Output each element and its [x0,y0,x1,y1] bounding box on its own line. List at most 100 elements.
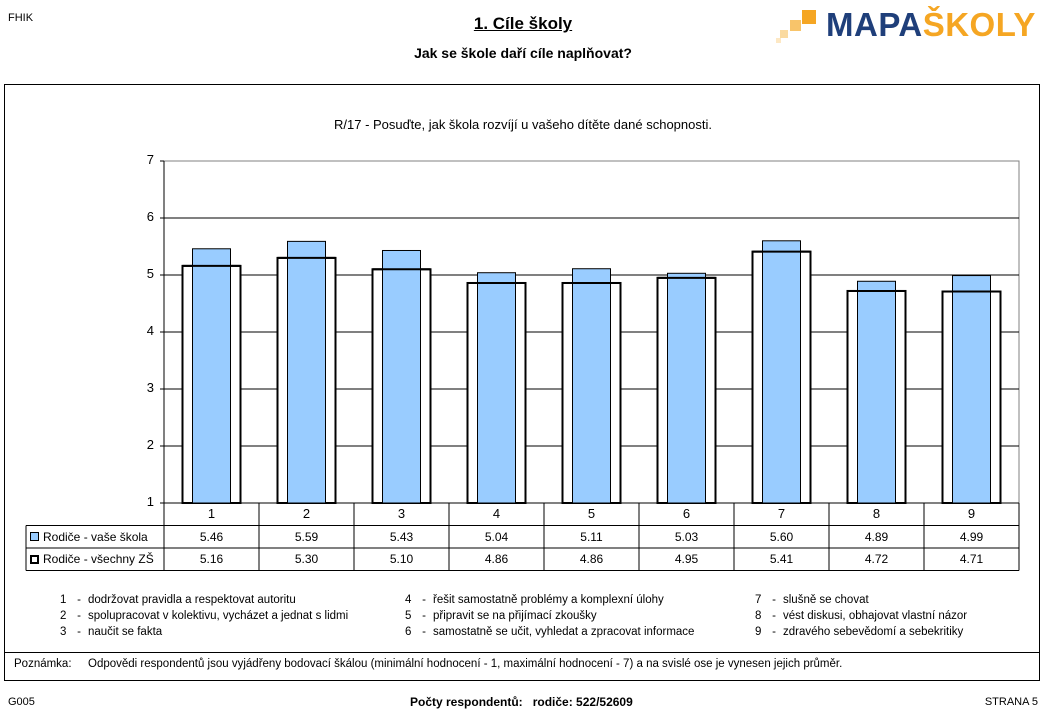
note-text: naučit se fakta [88,626,163,638]
note-dash: - [77,594,81,606]
y-tick-label: 3 [146,380,154,395]
data-label: 5.30 [294,552,319,566]
note-number: 9 [755,626,762,638]
bar-vase-skola [857,280,896,504]
school-code: FHIK [8,12,34,24]
chart-frame [4,84,1040,681]
data-label: 5.11 [580,529,603,544]
x-tick-label: 3 [397,506,406,521]
bar-vase-skola [192,248,231,504]
data-label: 5.59 [294,529,319,544]
category-note: 8- vést diskusi, obhajovat vlastní názor [755,610,967,622]
x-tick-label: 5 [587,506,596,521]
legend-label: Rodiče - vaše škola [43,529,148,544]
note-text: zdravého sebevědomí a sebekritiky [783,626,964,638]
category-note: 3- naučit se fakta [60,626,162,638]
data-label: 5.10 [389,552,414,566]
page-subtitle: Jak se škole daří cíle naplňovat? [414,45,632,61]
data-label: 4.71 [959,552,984,566]
note-dash: - [772,610,776,622]
logo-text-mapa: MAPA [826,6,923,43]
note-number: 8 [755,610,762,622]
note-number: 7 [755,594,762,606]
note-text: slušně se chovat [783,594,869,606]
bar-vase-skola [762,240,801,504]
note-dash: - [772,626,776,638]
note-dash: - [77,610,81,622]
logo-square-icon [802,10,816,24]
x-tick-label: 8 [872,506,881,521]
data-label: 4.89 [864,529,889,544]
note-number: 2 [60,610,67,622]
note-number: 3 [60,626,67,638]
category-note: 2- spolupracovat v kolektivu, vycházet a … [60,610,348,622]
category-note: 6- samostatně se učit, vyhledat a zpracov… [405,626,694,638]
note-text: samostatně se učit, vyhledat a zpracovat… [433,626,695,638]
note-dash: - [422,594,426,606]
note-text: dodržovat pravidla a respektovat autorit… [88,594,296,606]
note-number: 5 [405,610,412,622]
note-text: připravit se na přijímací zkoušky [433,610,597,622]
bar-vase-skola [287,240,326,504]
logo-square-icon [776,38,781,43]
note-text: řešit samostatně problémy a komplexní úl… [433,594,664,606]
bar-vase-skola [382,249,421,504]
data-label: 4.99 [959,529,984,544]
y-tick-label: 5 [146,266,154,281]
data-label: 5.41 [769,552,794,566]
logo-square-icon [790,20,801,31]
data-label: 5.04 [484,529,509,544]
bar-vase-skola [477,272,516,504]
data-label: 5.16 [199,552,224,566]
note-text: vést diskusi, obhajovat vlastní názor [783,610,968,622]
x-tick-label: 1 [207,506,216,521]
y-tick-label: 4 [146,323,154,338]
legend-entry: Rodiče - vaše škola [26,526,164,548]
bar-vase-skola [952,275,991,504]
x-tick-label: 7 [777,506,786,521]
data-label: 5.46 [199,529,224,544]
x-tick-label: 6 [682,506,691,521]
remark-text: Odpovědi respondentů jsou vyjádřeny bodo… [88,658,843,670]
legend-swatch [30,532,39,541]
y-tick-label: 2 [146,437,154,452]
x-tick-label: 9 [967,506,976,521]
bar-vase-skola [572,268,611,504]
x-tick-label: 2 [302,506,311,521]
y-tick-label: 1 [146,494,154,509]
y-tick-label: 6 [146,209,154,224]
page-number: STRANA 5 [984,696,1038,708]
mapa-skoly-logo: MAPAŠKOLY [776,6,1035,46]
category-note: 4- řešit samostatně problémy a komplexní … [405,594,664,606]
data-label: 4.72 [864,552,889,566]
data-label: 4.95 [674,552,699,566]
chart-title: R/17 - Posuďte, jak škola rozvíjí u vaše… [334,117,712,132]
legend-label: Rodiče - všechny ZŠ [43,552,154,566]
x-tick-label: 4 [492,506,501,521]
footer-code: G005 [8,696,35,708]
category-note: 5- připravit se na přijímací zkoušky [405,610,597,622]
note-number: 1 [60,594,67,606]
logo-text-skoly: ŠKOLY [922,6,1036,43]
respondents-label: Počty respondentů: [410,695,523,709]
bar-vase-skola [667,272,706,504]
data-label: 5.03 [674,529,699,544]
note-text: spolupracovat v kolektivu, vycházet a je… [88,610,349,622]
note-dash: - [422,610,426,622]
note-number: 6 [405,626,412,638]
logo-square-icon [780,30,788,38]
page-title: 1. Cíle školy [473,14,573,33]
data-label: 5.60 [769,529,794,544]
remark-label: Poznámka: [14,658,72,670]
data-label: 5.43 [389,529,414,544]
data-label: 4.86 [484,552,509,566]
note-dash: - [772,594,776,606]
respondents-value: rodiče: 522/52609 [532,695,633,709]
category-note: 1- dodržovat pravidla a respektovat autor… [60,594,296,606]
category-note: 9- zdravého sebevědomí a sebekritiky [755,626,963,638]
category-note: 7- slušně se chovat [755,594,869,606]
note-number: 4 [405,594,412,606]
note-dash: - [77,626,81,638]
remark-divider [4,652,1040,653]
